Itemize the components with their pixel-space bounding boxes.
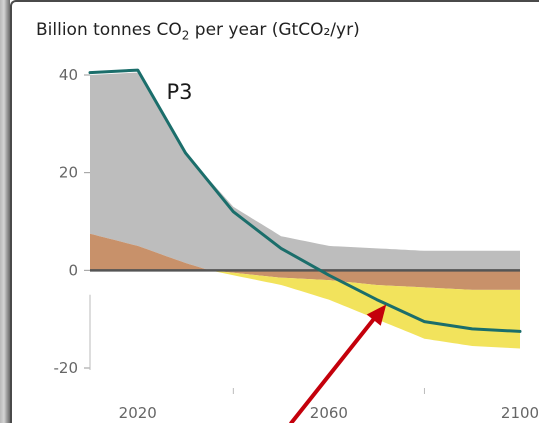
y-tick-label: -20 — [54, 359, 79, 377]
chart-title: Billion tonnes CO2 per year (GtCO₂/yr) — [36, 20, 360, 43]
y-tick-label: 40 — [59, 66, 78, 84]
y-tick-label: 20 — [59, 164, 78, 182]
grey-band — [90, 72, 520, 271]
annotation-arrow-shaft — [289, 316, 377, 423]
p3-line — [88, 68, 522, 333]
x-tick-label: 2100 — [501, 404, 539, 422]
brown-band — [90, 233, 520, 290]
x-tick-label: 2020 — [119, 404, 157, 422]
yellow-band — [209, 270, 520, 349]
window-edge — [0, 0, 10, 423]
x-tick-label: 2060 — [310, 404, 348, 422]
y-tick-label: 0 — [68, 261, 78, 279]
annotation-arrow-head — [366, 304, 387, 326]
series-label-p3: P3 — [166, 80, 192, 104]
